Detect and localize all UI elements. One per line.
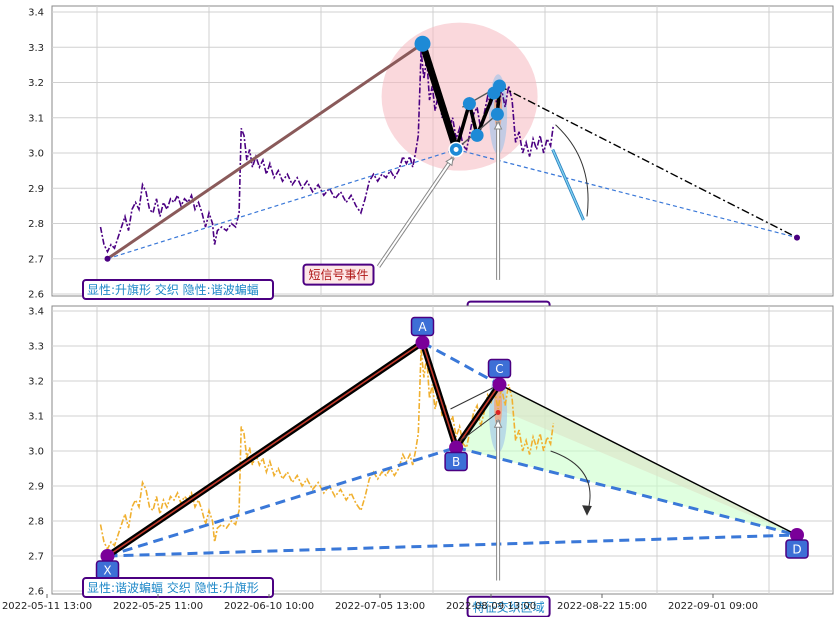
x-tick-label: 2022-07-05 13:00 (335, 601, 425, 612)
x-axis: 2022-05-11 13:00 2022-05-25 11:00 2022-06-… (2, 594, 758, 612)
pattern-point-c (492, 377, 507, 392)
bottom-panel: 2.6 2.7 2.8 2.9 3.0 3.1 3.2 3.3 3.4 X A B C D 特征交织区域 显性… (28, 305, 834, 617)
bottom-legend-box (82, 577, 274, 598)
signal-point (462, 97, 476, 111)
pattern-point-a (415, 335, 430, 350)
xb-dashed-line (107, 446, 457, 558)
x-tick-label: 2022-05-25 11:00 (113, 601, 203, 612)
bc-aux-line (450, 384, 500, 410)
breakout-line-inner (552, 149, 585, 221)
projection-curve-head (582, 505, 592, 516)
y-tick-label: 3.3 (28, 43, 44, 54)
short-signal-label-box (302, 263, 375, 286)
bc-aux-line-2 (455, 412, 499, 445)
breakout-curve (555, 124, 589, 217)
y-tick-label: 3.0 (28, 447, 44, 458)
x-tick-label: 2022-05-11 13:00 (2, 601, 92, 612)
region-label-bottom: 特征交织区域 (473, 599, 545, 614)
pattern-point-d (790, 528, 804, 542)
signal-point-core (453, 146, 459, 152)
pattern-point (794, 234, 800, 241)
target-line (499, 85, 798, 239)
y-tick-label: 3.4 (28, 307, 44, 318)
x-tick-label: 2022-09-01 09:00 (668, 601, 758, 612)
point-label-c: C (495, 362, 503, 376)
cd-line (499, 383, 798, 536)
signal-point (470, 128, 484, 142)
y-tick-label: 2.9 (28, 184, 44, 195)
lower-trend-line (107, 148, 457, 260)
y-tick-label: 2.6 (28, 587, 44, 598)
bc-line-inner (455, 384, 501, 448)
signal-point (414, 35, 431, 52)
y-tick-label: 2.9 (28, 482, 44, 493)
short-signal-arrow-head (445, 156, 454, 167)
y-tick-label: 3.2 (28, 377, 44, 388)
pattern-point (104, 255, 111, 262)
y-tick-label: 3.0 (28, 149, 44, 160)
point-label-box-a (410, 316, 435, 337)
top-legend-text: 显性:升旗形 交织 隐性:谐波蝙蝠 (87, 282, 259, 297)
y-tick-label: 2.6 (28, 290, 44, 301)
x-tick-label: 2022-08-09 13:00 (446, 601, 536, 612)
point-label-a: A (418, 320, 427, 334)
point-label-box-c (487, 358, 512, 379)
point-label-box-b (444, 451, 468, 472)
signal-point (490, 107, 504, 121)
pattern-point-b (449, 440, 464, 455)
x-tick-label: 2022-08-22 15:00 (557, 601, 647, 612)
y-tick-label: 3.2 (28, 78, 44, 89)
y-tick-label: 3.4 (28, 8, 44, 19)
y-tick-label: 3.1 (28, 113, 44, 124)
y-tick-label: 3.1 (28, 412, 44, 423)
short-signal-arrow-inner (377, 156, 454, 268)
y-tick-label: 2.8 (28, 219, 44, 230)
region-arrow-top-head (493, 120, 503, 130)
projection-curve (550, 450, 591, 515)
ab-line-inner (421, 342, 457, 448)
pattern-point-x (100, 549, 115, 563)
flag-drop-line (419, 42, 460, 151)
signal-point (493, 79, 506, 93)
bottom-frame (51, 305, 834, 595)
point-label-x: X (103, 564, 111, 578)
point-label-d: D (792, 543, 801, 557)
flag-pole-line (106, 42, 424, 260)
projection-line (455, 148, 798, 239)
bd-dashed-line (455, 446, 798, 537)
point-label-b: B (452, 455, 460, 469)
ac-dashed-line (421, 341, 501, 386)
y-tick-label: 3.3 (28, 342, 44, 353)
top-legend-box (82, 279, 274, 300)
region-arrow-bottom-head (493, 418, 503, 428)
xa-line-inner (107, 341, 423, 557)
bottom-legend-text: 显性:谐波蝙蝠 交织 隐性:升旗形 (87, 580, 259, 595)
y-tick-label: 2.7 (28, 254, 44, 265)
green-triangle (456, 384, 797, 535)
y-tick-label: 2.8 (28, 517, 44, 528)
y-tick-label: 2.7 (28, 552, 44, 563)
interweave-dot (495, 410, 501, 415)
short-signal-label: 短信号事件 (308, 268, 368, 282)
point-label-box-d (785, 539, 809, 559)
xd-dashed-line (107, 533, 798, 558)
top-panel: 2.62.72.82.93.03.13.23.33.4短信号事件特征交织区域显性… (28, 5, 834, 323)
x-tick-label: 2022-06-10 10:00 (224, 601, 314, 612)
